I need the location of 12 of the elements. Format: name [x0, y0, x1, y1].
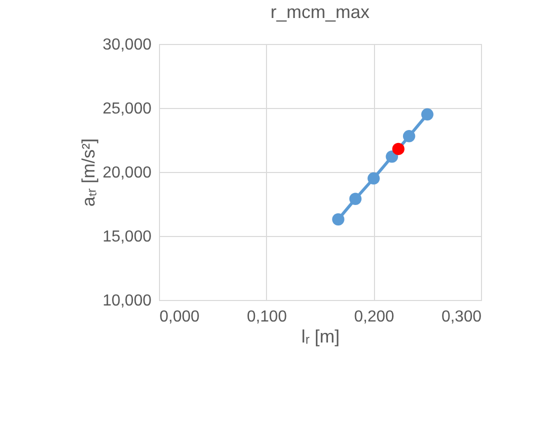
chart-title: r_mcm_max [270, 2, 370, 22]
y-tick-label: 20,000 [102, 164, 152, 182]
y-tick-label: 30,000 [102, 36, 152, 54]
y-axis-title: aₜᵣ [m/s²] [78, 138, 99, 207]
y-tick-label: 10,000 [102, 292, 152, 310]
y-tick-label: 25,000 [102, 100, 152, 118]
x-tick-label: 0,200 [354, 308, 394, 326]
x-axis-title: lᵣ [m] [301, 326, 340, 346]
x-tick-label: 0,000 [160, 308, 200, 326]
x-tick-label: 0,300 [441, 308, 482, 326]
y-tick-label: 15,000 [102, 228, 152, 246]
x-tick-label: 0,100 [246, 308, 287, 326]
